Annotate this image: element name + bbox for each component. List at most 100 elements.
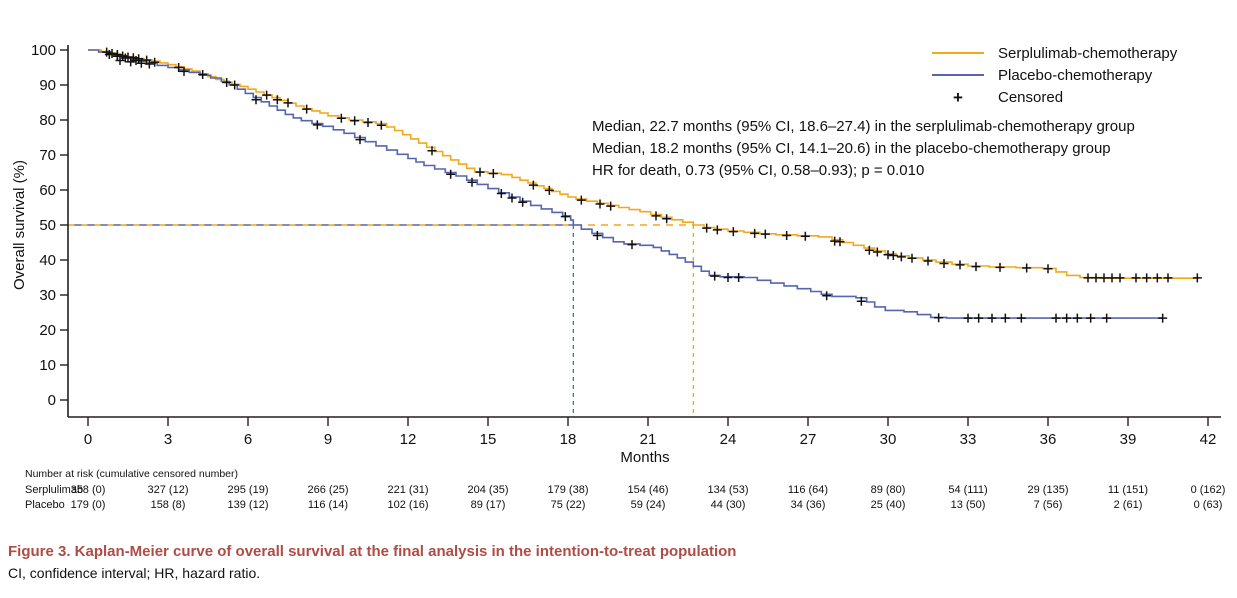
censor-mark-serplulimab (955, 260, 965, 270)
risk-cell: 116 (64) (787, 484, 829, 496)
risk-cell: 0 (162) (1190, 484, 1226, 496)
censor-mark-serplulimab (272, 95, 282, 105)
censor-mark-placebo (251, 95, 261, 105)
censor-mark-placebo (560, 212, 570, 222)
km-curve-placebo (88, 49, 1163, 319)
legend-label: Serplulimab-chemotherapy (998, 44, 1178, 62)
censor-mark-serplulimab (262, 90, 272, 100)
censor-mark-serplulimab (1152, 273, 1162, 283)
censor-mark-serplulimab (363, 117, 373, 127)
y-tick-label: 90 (39, 77, 56, 94)
censor-mark-placebo (518, 197, 528, 207)
annotation-median-placebo: Median, 18.2 months (95% CI, 14.1–20.6) … (592, 140, 1111, 157)
x-tick-label: 9 (324, 431, 332, 448)
legend-swatch (930, 74, 986, 76)
risk-cell: 358 (0) (70, 484, 106, 496)
censor-mark-placebo (1102, 313, 1112, 323)
censor-mark-serplulimab (427, 146, 437, 156)
censor-mark-serplulimab (222, 78, 232, 88)
censor-mark-placebo (507, 193, 517, 203)
risk-cell: 7 (56) (1033, 499, 1063, 511)
legend-item-placebo: Placebo-chemotherapy (930, 64, 1177, 86)
censor-mark-serplulimab (595, 199, 605, 209)
censor-mark-serplulimab (995, 262, 1005, 272)
risk-cell: 327 (12) (147, 484, 189, 496)
censor-mark-serplulimab (1115, 273, 1125, 283)
annotation-hazard-ratio: HR for death, 0.73 (95% CI, 0.58–0.93); … (592, 162, 925, 179)
censor-mark-serplulimab (800, 231, 810, 241)
censor-mark-placebo (1086, 313, 1096, 323)
censor-mark-serplulimab (662, 214, 672, 224)
censor-mark-placebo (963, 313, 973, 323)
censor-mark-placebo (446, 169, 456, 179)
censor-mark-serplulimab (350, 116, 360, 126)
censor-mark-serplulimab (923, 256, 933, 266)
censor-mark-serplulimab (544, 185, 554, 195)
censor-mark-placebo (496, 189, 506, 198)
censor-mark-placebo (1051, 313, 1061, 323)
censor-mark-serplulimab (1142, 273, 1152, 283)
serplulimab-line-swatch (932, 52, 984, 54)
y-tick-label: 60 (39, 182, 56, 199)
censor-mark-placebo (112, 51, 122, 61)
risk-cell: 89 (80) (870, 484, 906, 496)
censor-mark-serplulimab (376, 120, 386, 130)
risk-cell: 158 (8) (150, 499, 186, 511)
placebo-line-swatch (932, 74, 984, 76)
legend-item-censored: + Censored (930, 86, 1177, 108)
x-tick-label: 30 (880, 431, 897, 448)
censor-mark-serplulimab (896, 252, 906, 262)
censor-mark-serplulimab (760, 229, 770, 239)
censor-mark-serplulimab (336, 113, 346, 123)
censor-mark-serplulimab (835, 237, 845, 247)
censor-mark-serplulimab (1107, 273, 1117, 283)
censor-mark-placebo (1016, 313, 1026, 323)
figure-caption: Figure 3. Kaplan-Meier curve of overall … (8, 543, 737, 560)
censor-mark-placebo (974, 313, 984, 323)
risk-cell: 2 (61) (1113, 499, 1143, 511)
y-tick-label: 0 (48, 392, 56, 409)
risk-cell: 59 (24) (630, 499, 666, 511)
y-tick-label: 20 (39, 322, 56, 339)
censor-mark-serplulimab (971, 262, 981, 272)
censor-mark-placebo (179, 66, 189, 76)
censor-mark-placebo (987, 313, 997, 323)
y-axis-title: Overall survival (%) (11, 160, 28, 290)
censor-mark-placebo (856, 296, 866, 306)
censor-mark-placebo (734, 273, 744, 282)
censor-mark-serplulimab (488, 169, 498, 179)
risk-cell: 89 (17) (470, 499, 506, 511)
censor-mark-serplulimab (750, 228, 760, 238)
legend-label: Placebo-chemotherapy (998, 66, 1153, 84)
censor-mark-placebo (1158, 313, 1168, 323)
legend-label: Censored (998, 88, 1064, 106)
censor-mark-placebo (131, 56, 141, 65)
risk-cell: 204 (35) (467, 484, 509, 496)
censor-mark-serplulimab (528, 180, 538, 190)
censor-mark-placebo (822, 291, 832, 301)
censor-mark-serplulimab (150, 57, 160, 67)
x-tick-label: 42 (1200, 431, 1217, 448)
x-tick-label: 15 (480, 431, 497, 448)
censor-mark-serplulimab (1091, 273, 1101, 283)
censor-mark-serplulimab (1163, 273, 1173, 283)
censor-mark-placebo (723, 273, 733, 282)
y-tick-label: 10 (39, 357, 56, 374)
censor-mark-placebo (355, 135, 365, 145)
x-tick-label: 3 (164, 431, 172, 448)
censor-mark-placebo (1000, 313, 1010, 323)
censor-mark-serplulimab (1043, 264, 1053, 274)
risk-cell: 134 (53) (707, 484, 749, 496)
censor-mark-placebo (1072, 313, 1082, 323)
censor-mark-serplulimab (606, 201, 616, 211)
censor-mark-placebo (467, 177, 477, 187)
x-tick-label: 21 (640, 431, 657, 448)
censor-mark-serplulimab (651, 211, 661, 221)
risk-cell: 34 (36) (790, 499, 826, 511)
censor-mark-serplulimab (1131, 273, 1141, 283)
risk-cell: 13 (50) (950, 499, 986, 511)
censor-mark-serplulimab (174, 63, 184, 72)
risk-row-label-placebo: Placebo (25, 499, 65, 511)
